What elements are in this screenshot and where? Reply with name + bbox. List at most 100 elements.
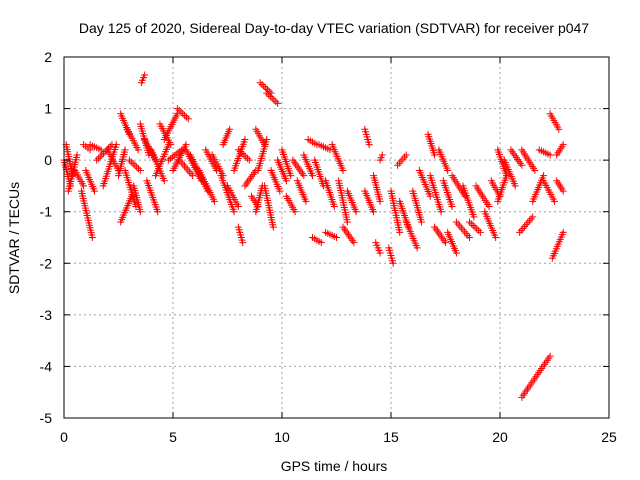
data-point [213,166,221,174]
data-point [317,239,325,247]
data-point [134,165,142,173]
data-point [469,221,477,229]
data-point [473,225,481,233]
data-point [274,99,282,107]
data-point [173,105,181,113]
y-tick-label: -1 [40,204,53,220]
data-point [389,259,397,267]
data-point [437,208,445,216]
data-point [180,162,188,170]
y-tick-label: 0 [44,152,52,168]
data-point [309,172,317,180]
data-point [121,146,129,154]
data-point [454,220,462,228]
data-point [525,217,533,225]
data-point [352,208,360,216]
data-point [511,182,519,190]
data-point [300,172,308,180]
data-point [519,224,527,232]
data-point [370,208,378,216]
x-tick-label: 10 [274,429,290,445]
data-point [129,160,137,168]
data-point [559,228,567,236]
data-point [470,213,478,221]
data-point [464,232,472,240]
data-point [268,94,276,102]
y-tick-label: -2 [40,255,53,271]
data-point [559,141,567,149]
data-point [256,79,264,87]
data-point [230,208,238,216]
data-point [291,208,299,216]
data-point [136,208,144,216]
data-point [462,230,470,238]
data-point [465,218,473,226]
data-point [492,234,500,241]
data-point [189,172,197,180]
data-point [238,149,246,157]
data-point [265,91,273,99]
y-tick-label: 2 [44,49,52,65]
data-point [339,166,347,174]
data-point [243,154,251,162]
data-point [396,228,404,236]
data-point [258,81,266,89]
data-point [485,203,493,211]
data-point [365,141,373,149]
data-point [456,222,464,230]
data-point [471,223,479,231]
data-point [448,203,456,211]
data-point [160,177,168,185]
data-point [181,111,189,119]
data-point [167,141,175,149]
data-point [426,192,434,200]
data-point [452,249,460,257]
data-point [177,108,185,116]
x-tick-label: 15 [383,429,399,445]
data-point [457,224,465,232]
data-point [282,177,290,185]
data-point [287,172,295,180]
data-point [136,166,144,174]
data-point [431,151,439,159]
data-point [516,228,524,236]
data-point [88,234,96,241]
data-point [503,172,511,180]
data-point [263,89,271,97]
data-point [133,163,141,171]
data-point [343,218,351,226]
data-point [442,239,449,247]
data-point [559,187,567,195]
data-point [99,149,107,157]
data-point [182,164,190,172]
data-point [376,249,384,257]
data-point [551,197,558,205]
data-point [378,151,386,159]
data-point [91,187,99,195]
data-point [521,223,529,231]
data-point [527,215,535,223]
data-point [260,82,268,90]
data-point [134,146,142,154]
data-point [263,86,271,94]
data-point [376,197,384,205]
chart-title: Day 125 of 2020, Sidereal Day-to-day VTE… [79,20,589,36]
data-point [270,96,278,104]
x-axis-label: GPS time / hours [281,458,388,474]
data-points [60,71,567,401]
data-point [187,170,195,178]
data-point [112,141,120,149]
data-point [475,227,483,235]
data-point [179,110,187,118]
data-point [517,226,525,234]
data-point [262,84,270,92]
data-point [452,218,460,226]
data-point [234,203,242,211]
data-point [476,228,484,236]
data-point [184,115,192,123]
data-point [210,197,218,205]
data-point [93,156,101,164]
data-point [154,208,162,216]
data-point [330,203,338,211]
